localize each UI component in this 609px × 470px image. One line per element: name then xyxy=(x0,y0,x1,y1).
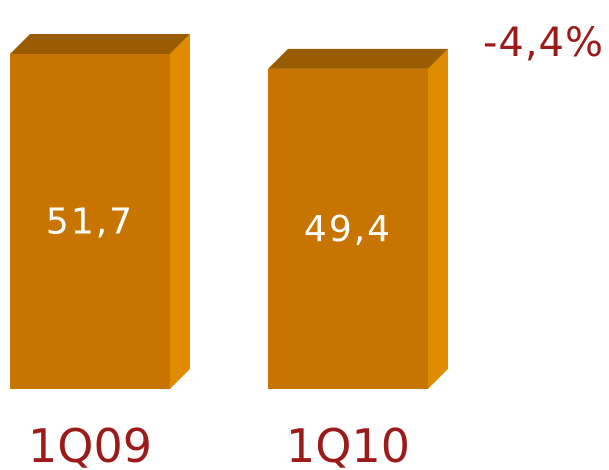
labels-group: 51,7 1Q09 49,4 1Q10 xyxy=(28,202,410,470)
bar-1Q10 xyxy=(268,68,428,389)
category-label-1Q10: 1Q10 xyxy=(286,419,410,470)
change-annotation: -4,4% xyxy=(483,20,604,66)
value-label-1Q10: 49,4 xyxy=(304,209,392,250)
value-label-1Q09: 51,7 xyxy=(46,202,134,243)
category-label-1Q09: 1Q09 xyxy=(28,419,152,470)
bar-side-1Q10 xyxy=(428,48,448,389)
bar-top-1Q10 xyxy=(268,48,448,69)
bar-side-1Q09 xyxy=(170,34,190,389)
bar-top-1Q09 xyxy=(10,34,190,54)
bar-1Q09 xyxy=(10,54,170,389)
bars-group xyxy=(10,34,448,389)
